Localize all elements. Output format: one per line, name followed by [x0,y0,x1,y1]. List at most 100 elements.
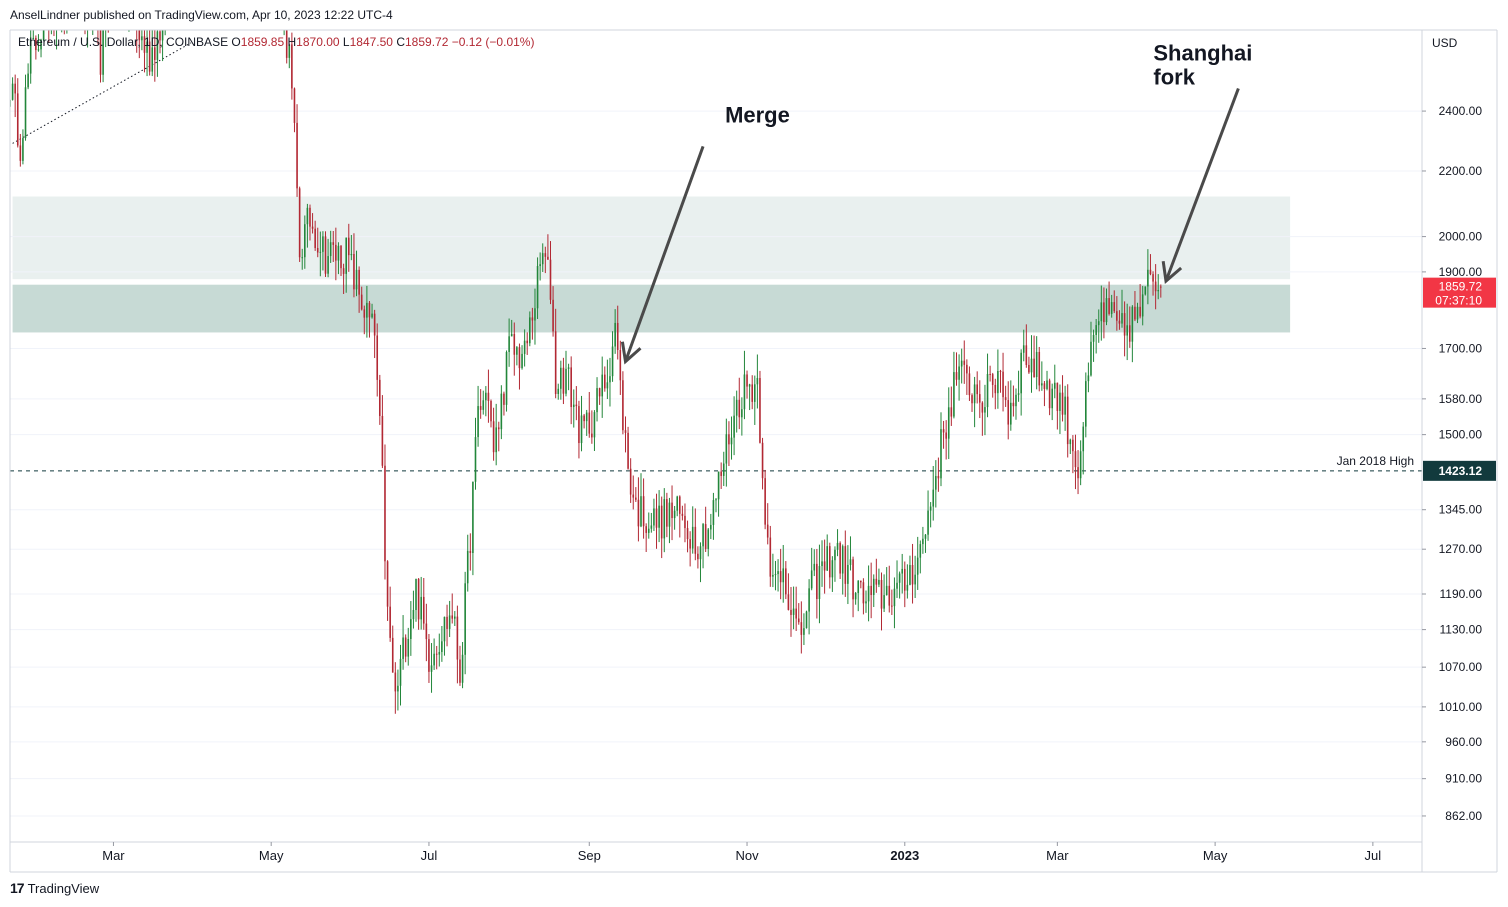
candle [16,78,19,148]
candle-body [410,619,412,639]
candle-body [288,44,291,58]
symbol-label[interactable]: Ethereum / U.S. Dollar, 1D, COINBASE [18,35,229,49]
candle-body [1152,274,1154,282]
candle-body [61,0,63,18]
candle-body [143,36,146,53]
candle-body [1141,294,1144,317]
candle-body [29,39,32,74]
candle-body [37,49,40,51]
candle-body [360,294,363,310]
candle [11,77,14,101]
candle [986,353,989,418]
last-price-countdown: 07:37:10 [1435,294,1482,308]
level-label: Jan 2018 High [1337,454,1414,468]
candle-body [316,248,319,253]
candle [852,556,854,618]
candle [966,359,968,395]
candle-body [1051,388,1053,409]
candle-body [386,561,389,607]
candle-body [412,610,415,620]
candle-body [529,317,531,344]
candle [327,238,329,278]
candle-body [893,588,896,607]
candle-body [1012,402,1015,407]
candle [689,531,691,567]
candle-body [1017,393,1020,395]
candle-body [1033,358,1035,378]
candle [622,371,624,435]
candle [572,389,575,428]
candle [324,231,327,277]
y-tick-label: 1900.00 [1439,265,1483,279]
candle [818,544,821,624]
candle-body [133,10,135,20]
publish-caption: AnselLindner published on TradingView.co… [10,8,393,22]
candle [110,0,112,23]
candle [730,416,733,460]
candle-body [963,360,966,365]
candle-body [712,500,715,525]
candle [978,380,981,419]
candle [1010,380,1012,431]
candle-body [549,259,552,300]
candle-body [154,47,156,60]
candle [715,497,717,513]
candle-body [381,415,384,466]
candle-body [872,578,875,596]
candle-body [1097,321,1100,326]
candle-body [901,568,903,574]
candle [932,466,935,521]
candle [699,542,702,583]
candle-body [1126,325,1128,336]
candle [443,616,446,656]
candle [508,318,510,367]
candle-body [1048,380,1051,409]
candle-body [329,242,332,257]
x-tick-label: May [1203,848,1228,863]
candle [735,390,738,433]
candle [381,395,384,469]
candle-body [99,30,102,75]
candle [704,506,707,552]
candle-body [816,563,818,600]
candle-body [766,524,769,538]
candle-body [772,574,774,577]
candle-body [935,475,937,490]
candle [609,357,611,407]
candle-body [795,608,797,619]
candle [505,350,508,412]
candle [671,485,673,541]
candle-body [684,515,686,529]
candle-body [942,429,945,433]
candle-body [32,37,35,40]
candle [893,577,896,629]
candle-body [92,7,94,24]
candle [89,0,91,27]
candle [777,559,779,592]
candle [766,503,769,545]
candle-body [1038,351,1041,386]
tradingview-brand[interactable]: 17 TradingView [10,880,99,896]
candle-body [978,394,981,403]
candle [366,285,368,338]
candle-body [366,302,368,318]
candle-body [1160,286,1162,288]
candle-body [821,561,823,567]
candle [1064,385,1066,431]
candle-body [1154,281,1157,292]
candle-body [622,380,624,431]
candle-body [1118,320,1121,324]
candle-body [1030,358,1033,373]
candle [490,399,492,428]
candle [743,350,746,420]
candle [1066,384,1069,458]
candle-body [637,499,640,527]
x-tick-label: Sep [578,848,601,863]
candle-body [704,524,707,549]
candle [32,30,35,40]
candle-body [376,335,379,380]
candle [901,553,903,594]
candle [316,227,319,258]
candle-body [327,256,329,274]
